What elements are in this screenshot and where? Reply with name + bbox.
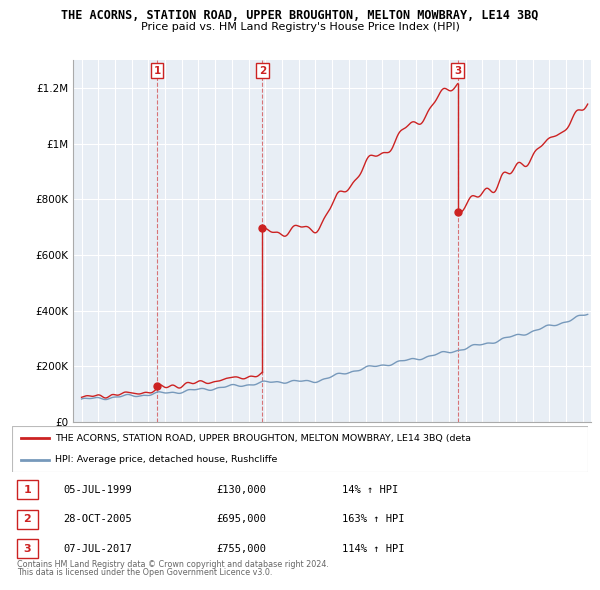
Text: 28-OCT-2005: 28-OCT-2005 bbox=[63, 514, 132, 524]
Text: 114% ↑ HPI: 114% ↑ HPI bbox=[342, 544, 404, 553]
Text: HPI: Average price, detached house, Rushcliffe: HPI: Average price, detached house, Rush… bbox=[55, 455, 278, 464]
Text: 07-JUL-2017: 07-JUL-2017 bbox=[63, 544, 132, 553]
Text: £695,000: £695,000 bbox=[216, 514, 266, 524]
FancyBboxPatch shape bbox=[12, 426, 588, 472]
Text: This data is licensed under the Open Government Licence v3.0.: This data is licensed under the Open Gov… bbox=[17, 568, 272, 577]
Text: £755,000: £755,000 bbox=[216, 544, 266, 553]
Text: 1: 1 bbox=[23, 485, 31, 494]
Text: THE ACORNS, STATION ROAD, UPPER BROUGHTON, MELTON MOWBRAY, LE14 3BQ (deta: THE ACORNS, STATION ROAD, UPPER BROUGHTO… bbox=[55, 434, 471, 443]
Text: Price paid vs. HM Land Registry's House Price Index (HPI): Price paid vs. HM Land Registry's House … bbox=[140, 22, 460, 32]
Text: 2: 2 bbox=[23, 514, 31, 524]
Text: 3: 3 bbox=[454, 65, 461, 76]
Text: THE ACORNS, STATION ROAD, UPPER BROUGHTON, MELTON MOWBRAY, LE14 3BQ: THE ACORNS, STATION ROAD, UPPER BROUGHTO… bbox=[61, 9, 539, 22]
Text: Contains HM Land Registry data © Crown copyright and database right 2024.: Contains HM Land Registry data © Crown c… bbox=[17, 560, 329, 569]
Text: 2: 2 bbox=[259, 65, 266, 76]
Text: 163% ↑ HPI: 163% ↑ HPI bbox=[342, 514, 404, 524]
Text: 05-JUL-1999: 05-JUL-1999 bbox=[63, 485, 132, 494]
Text: 3: 3 bbox=[23, 544, 31, 553]
Text: £130,000: £130,000 bbox=[216, 485, 266, 494]
Text: 1: 1 bbox=[154, 65, 161, 76]
Text: 14% ↑ HPI: 14% ↑ HPI bbox=[342, 485, 398, 494]
